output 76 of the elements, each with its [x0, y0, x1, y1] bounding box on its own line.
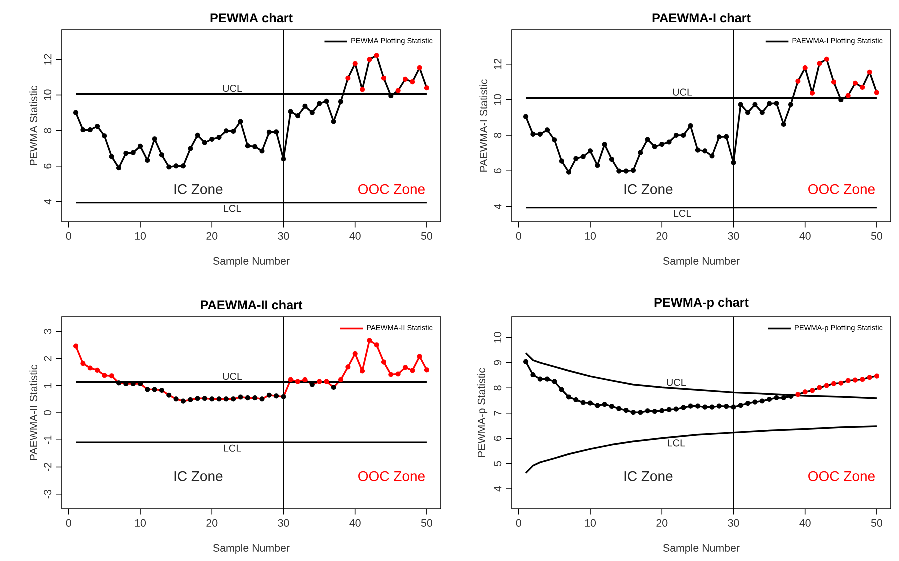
annotation: OOC Zone: [808, 471, 875, 482]
ref-line-label: UCL: [223, 85, 242, 92]
y-tick-label: 2: [44, 356, 52, 362]
x-tick-label: 50: [871, 232, 882, 240]
chart-title: PEWMA-p chart: [654, 298, 749, 310]
y-tick-label: -2: [44, 463, 52, 472]
y-tick-label: 10: [44, 90, 52, 100]
ref-line-label: LCL: [674, 210, 692, 218]
y-tick-label: 6: [494, 436, 502, 442]
y-tick-label: 0: [44, 410, 52, 416]
annotation: UCL: [667, 379, 686, 386]
chart-title: PAEWMA-I chart: [652, 13, 751, 23]
x-tick-label: 50: [871, 519, 882, 527]
x-tick-label: 30: [728, 232, 740, 240]
x-tick-label: 0: [66, 232, 72, 240]
x-tick-label: 40: [800, 232, 811, 240]
x-tick-label: 10: [135, 519, 146, 527]
y-tick-label: 12: [494, 58, 502, 70]
chart-title: PAEWMA-II chart: [201, 300, 303, 310]
y-tick-label: 6: [494, 168, 502, 174]
ref-line-label: LCL: [224, 444, 242, 452]
y-tick-label: 8: [494, 386, 502, 391]
x-axis-title: Sample Number: [663, 257, 740, 268]
annotation: OOC Zone: [358, 184, 425, 194]
y-tick-label: 10: [494, 332, 502, 343]
ref-line-label: LCL: [224, 205, 242, 212]
y-tick-label: 9: [494, 360, 502, 366]
chart-title: PEWMA chart: [210, 13, 293, 23]
x-tick-label: 10: [135, 232, 146, 240]
y-axis-title: PAEWMA-I Statistic: [480, 80, 488, 172]
y-tick-label: 1: [44, 383, 52, 388]
x-tick-label: 30: [278, 519, 290, 527]
y-tick-label: 4: [494, 204, 502, 210]
x-tick-label: 10: [585, 519, 596, 527]
y-tick-label: 10: [494, 94, 502, 106]
annotation: LCL: [668, 440, 686, 447]
x-axis-title: Sample Number: [663, 544, 740, 554]
y-axis-title: PEWMA-p Statistic: [478, 368, 488, 458]
x-axis-title: Sample Number: [213, 544, 290, 554]
annotation: IC Zone: [624, 184, 673, 194]
y-axis-title: PAEWMA-II Statistic: [30, 365, 38, 460]
y-tick-label: 4: [494, 486, 502, 492]
y-tick-label: 8: [494, 133, 502, 138]
y-tick-label: 4: [44, 199, 52, 205]
x-tick-label: 50: [421, 232, 432, 240]
ref-line-label: UCL: [223, 373, 242, 380]
x-tick-label: 30: [278, 232, 290, 240]
y-tick-label: -3: [44, 490, 52, 499]
x-tick-label: 0: [516, 232, 522, 240]
x-tick-label: 20: [656, 232, 668, 240]
x-tick-label: 20: [206, 519, 218, 527]
y-tick-label: -1: [44, 436, 52, 444]
x-tick-label: 40: [800, 519, 811, 527]
x-tick-label: 30: [728, 519, 740, 527]
y-tick-label: 8: [44, 128, 52, 134]
y-tick-label: 6: [44, 164, 52, 169]
y-tick-label: 5: [494, 461, 502, 466]
x-axis-title: Sample Number: [213, 257, 290, 268]
ref-line-label: UCL: [673, 88, 692, 96]
x-tick-label: 50: [421, 519, 432, 527]
annotation: IC Zone: [174, 471, 223, 482]
y-tick-label: 12: [44, 54, 52, 65]
x-tick-label: 20: [206, 232, 218, 240]
x-tick-label: 40: [350, 519, 361, 527]
x-tick-label: 0: [516, 519, 522, 527]
x-tick-label: 40: [350, 232, 361, 240]
annotation: IC Zone: [174, 184, 223, 194]
x-tick-label: 10: [585, 232, 596, 240]
y-axis-title: PEWMA Statistic: [30, 86, 38, 166]
x-tick-label: 20: [656, 519, 668, 527]
annotation: IC Zone: [624, 471, 673, 482]
annotation: OOC Zone: [358, 471, 425, 482]
x-tick-label: 0: [66, 519, 72, 527]
y-tick-label: 7: [494, 410, 502, 416]
y-tick-label: 3: [44, 329, 52, 334]
annotation: OOC Zone: [808, 184, 875, 194]
